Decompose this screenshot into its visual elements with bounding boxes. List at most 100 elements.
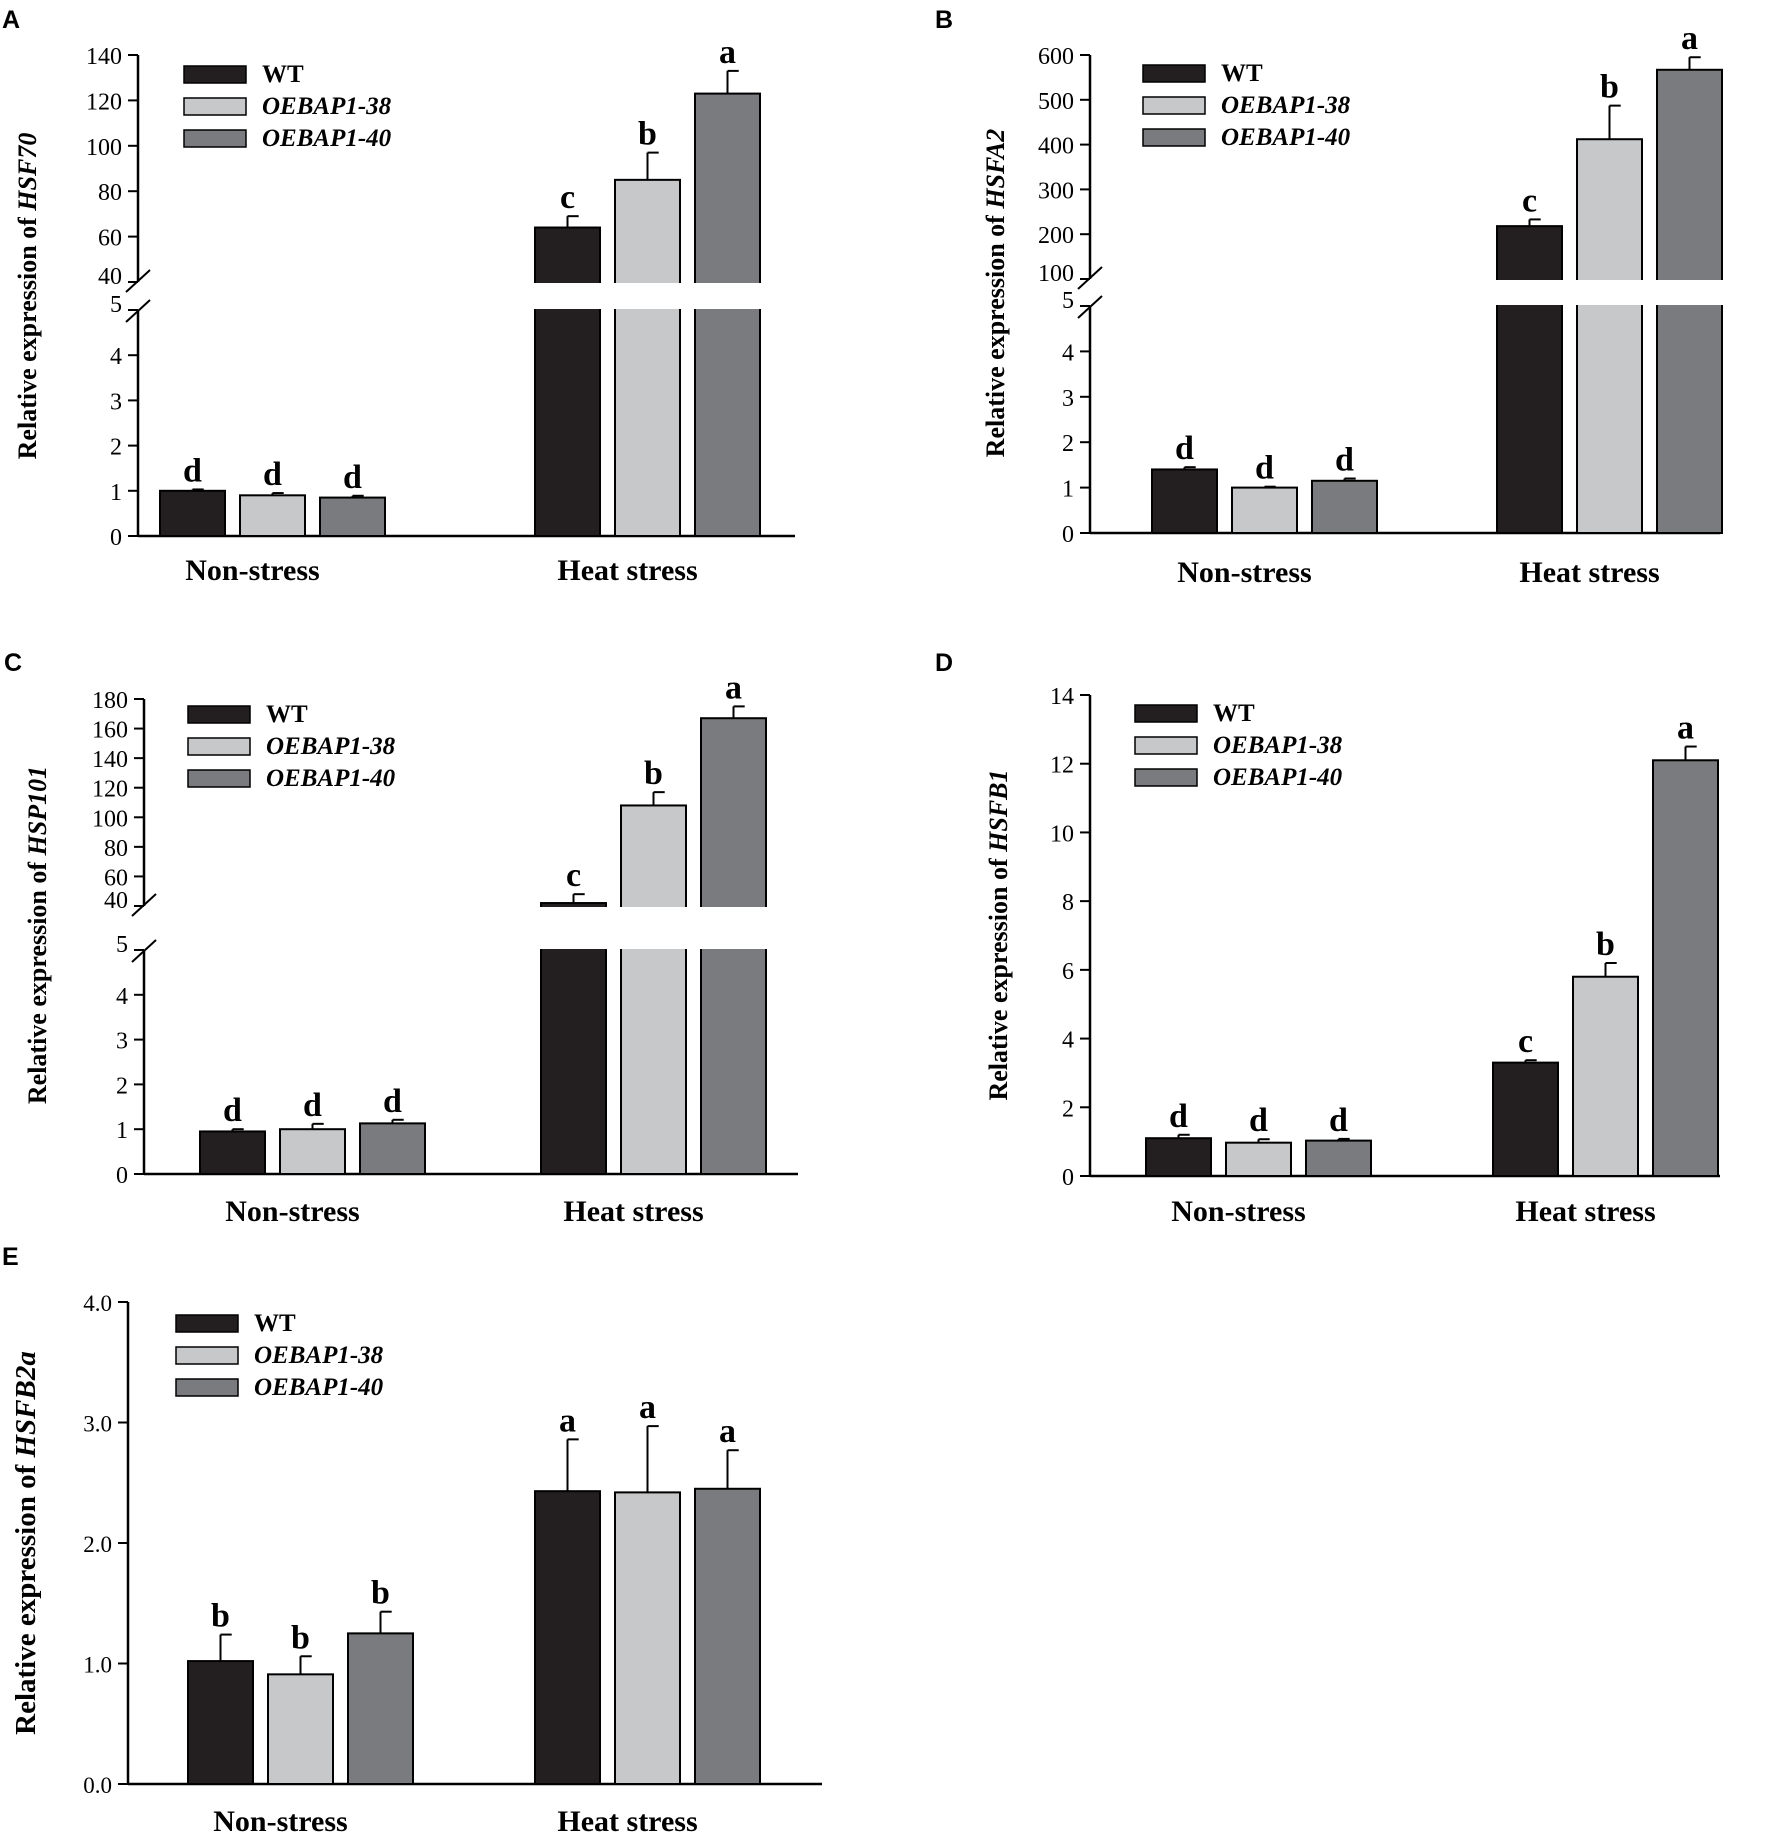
panel-d-category-label: Non-stress xyxy=(1171,1195,1305,1228)
panel-c-y-axis-title-prefix: Relative expression of xyxy=(23,855,52,1104)
panel-a-bar-heat-stress-oebap1-38 xyxy=(614,178,681,537)
panel-a-category-label: Heat stress xyxy=(557,554,697,587)
panel-e-bar-heat-stress-oebap1-40 xyxy=(694,1487,761,1786)
panel-c-y-tick-label: 4 xyxy=(116,984,128,1010)
panel-d-y-axis-title-gene: HSFB1 xyxy=(984,769,1013,852)
panel-d-y-tick-label: 0 xyxy=(1062,1165,1074,1191)
panel-c-y-tick-label: 140 xyxy=(92,747,128,773)
panel-a-legend-label: WT xyxy=(262,61,304,88)
panel-c-category-label: Heat stress xyxy=(563,1195,703,1228)
panel-e-y-axis-title-gene: HSFB2a xyxy=(10,1351,42,1458)
panel-c-significance-letter: d xyxy=(383,1083,402,1120)
panel-b-y-tick-label: 300 xyxy=(1038,178,1074,204)
panel-c-bar-non-stress-oebap1-38 xyxy=(279,1128,346,1175)
panel-d-legend-swatch xyxy=(1134,736,1198,755)
panel-c-y-tick-label: 160 xyxy=(92,718,128,744)
panel-c-significance-letter: c xyxy=(566,857,581,894)
panel-d: D 0 2 4 6 8 10 12 14 Relative expression of HSFB1… xyxy=(935,649,1720,1228)
panel-c-significance-letter: d xyxy=(303,1087,322,1124)
panel-b-y-tick-label: 500 xyxy=(1038,89,1074,115)
panel-e-legend-swatch xyxy=(175,1346,239,1365)
panel-c-legend-label: OEBAP1-38 xyxy=(266,733,396,760)
panel-d-bar-non-stress-wt xyxy=(1145,1137,1212,1178)
panel-d-legend-label: WT xyxy=(1213,700,1255,727)
panel-e-y-tick-label: 2.0 xyxy=(83,1532,112,1557)
panel-a-significance-letter: a xyxy=(719,34,736,71)
panel-a-y-tick-label: 0 xyxy=(110,525,122,551)
panel-c-legend-swatch xyxy=(187,705,251,724)
panel-c-bar-break-gap xyxy=(538,907,609,949)
panel-b-letter: B xyxy=(935,6,953,34)
panel-c-significance-letter: b xyxy=(644,755,663,792)
panel-b-y-axis-title-prefix: Relative expression of xyxy=(981,209,1010,458)
panel-b-significance-letter: d xyxy=(1255,450,1274,487)
panel-c-legend-swatch xyxy=(187,737,251,756)
panel-a-legend-swatch xyxy=(183,65,247,84)
panel-a-letter: A xyxy=(2,6,20,34)
panel-a-y-tick-label: 80 xyxy=(98,180,122,206)
panel-e-bar-non-stress-oebap1-40 xyxy=(347,1632,414,1785)
panel-d-significance-letter: d xyxy=(1169,1098,1188,1135)
panel-a-significance-letter: d xyxy=(343,459,362,496)
panel-c-y-tick-label: 3 xyxy=(116,1029,128,1055)
panel-d-significance-letter: d xyxy=(1329,1102,1348,1139)
panel-e-significance-letter: a xyxy=(719,1413,736,1450)
panel-d-bar-heat-stress-oebap1-38 xyxy=(1572,975,1639,1177)
panel-b-bar-break-gap xyxy=(1494,280,1565,305)
panel-d-y-axis-title-prefix: Relative expression of xyxy=(984,852,1013,1101)
panel-c-bar-non-stress-oebap1-40 xyxy=(359,1122,426,1175)
panel-e-legend-swatch xyxy=(175,1314,239,1333)
panel-c-y-tick-label: 60 xyxy=(104,865,128,891)
panel-c-legend-swatch xyxy=(187,769,251,788)
panel-b-legend-label: OEBAP1-38 xyxy=(1221,92,1351,119)
panel-e-bar-heat-stress-wt xyxy=(534,1490,601,1786)
panel-b-significance-letter: d xyxy=(1335,442,1354,479)
panel-b-y-tick-label: 3 xyxy=(1062,386,1074,412)
panel-b-category-label: Heat stress xyxy=(1519,556,1659,589)
panel-a-y-tick-label: 140 xyxy=(86,44,122,70)
panel-a-y-tick-label: 40 xyxy=(98,264,122,290)
panel-c-y-tick-label: 80 xyxy=(104,836,128,862)
panel-d-y-tick-label: 2 xyxy=(1062,1096,1074,1122)
panel-e-category-label: Heat stress xyxy=(557,1805,697,1838)
panel-a-y-tick-label: 4 xyxy=(110,344,122,370)
panel-d-category-label: Heat stress xyxy=(1515,1195,1655,1228)
panel-c-legend-label: OEBAP1-40 xyxy=(266,765,396,792)
panel-c-y-tick-label: 5 xyxy=(116,932,128,958)
panel-b-y-axis-title-gene: HSFA2 xyxy=(981,129,1010,210)
panel-d-y-tick-label: 12 xyxy=(1050,753,1074,779)
panel-e-significance-letter: b xyxy=(291,1619,310,1656)
panel-c-significance-letter: d xyxy=(223,1092,242,1129)
panel-d-bar-heat-stress-oebap1-40 xyxy=(1652,759,1719,1177)
panel-b-legend-label: OEBAP1-40 xyxy=(1221,124,1351,151)
panel-a-y-tick-label: 60 xyxy=(98,226,122,252)
panel-e-bar-non-stress-wt xyxy=(187,1660,254,1785)
panel-c-letter: C xyxy=(4,649,22,677)
panel-d-legend-swatch xyxy=(1134,768,1198,787)
panel-d-y-axis-title: Relative expression of HSFB1 xyxy=(984,769,1013,1100)
panel-c-y-tick-label: 1 xyxy=(116,1118,128,1144)
panel-a-y-axis-title-gene: HSF70 xyxy=(13,133,42,212)
panel-b-significance-letter: a xyxy=(1681,20,1698,57)
panel-b-bar-non-stress-wt xyxy=(1151,468,1218,535)
panel-e-legend-label: WT xyxy=(254,1310,296,1337)
panel-b-y-tick-label: 4 xyxy=(1062,340,1074,366)
panel-d-y-tick-label: 8 xyxy=(1062,890,1074,916)
panel-c-y-tick-label: 100 xyxy=(92,806,128,832)
panel-d-y-tick-label: 4 xyxy=(1062,1028,1074,1054)
panel-a-y-tick-label: 5 xyxy=(110,292,122,318)
panel-b-significance-letter: c xyxy=(1522,182,1537,219)
panel-d-letter: D xyxy=(935,649,953,677)
panel-b-legend-swatch xyxy=(1142,64,1206,83)
panel-c-legend-label: WT xyxy=(266,701,308,728)
panel-a-y-tick-label: 100 xyxy=(86,135,122,161)
panel-e-category-label: Non-stress xyxy=(213,1805,347,1838)
panel-c-y-tick-label: 2 xyxy=(116,1073,128,1099)
panel-d-significance-letter: d xyxy=(1249,1102,1268,1139)
panel-e-y-tick-label: 1.0 xyxy=(83,1653,112,1678)
panel-d-significance-letter: c xyxy=(1518,1023,1533,1060)
panel-c-bar-break-gap xyxy=(618,907,689,949)
panel-e-legend-label: OEBAP1-40 xyxy=(254,1374,384,1401)
